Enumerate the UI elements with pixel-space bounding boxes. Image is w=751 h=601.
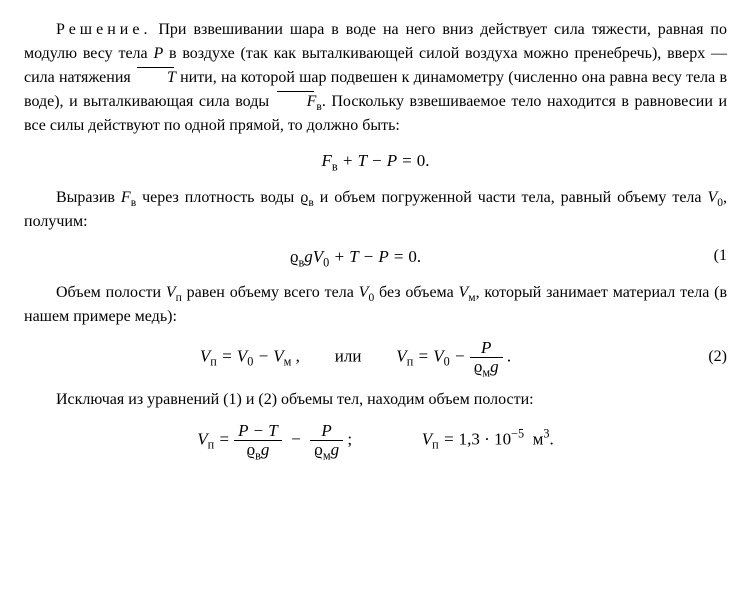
equation-3-number: (2)	[687, 345, 727, 369]
equation-2: ϱвgV0 + T − P = 0. (1	[24, 244, 727, 270]
equation-1: Fв + T − P = 0.	[24, 148, 727, 174]
lead-word: Решение.	[56, 21, 151, 38]
paragraph-4: Исключая из уравнений (1) и (2) объемы т…	[24, 388, 727, 412]
equation-4-body: Vп = P − T ϱвg − P ϱмg ; Vп = 1,3 · 10−5…	[24, 422, 727, 459]
paragraph-3: Объем полости Vп равен объему всего тела…	[24, 281, 727, 329]
eq4-f1-den: ϱвg	[234, 441, 282, 459]
eq4-f2-num: P	[310, 422, 343, 441]
paragraph-2: Выразив Fв через плотность воды ϱв и объ…	[24, 186, 727, 234]
eq4-f1-num: P − T	[234, 422, 282, 441]
equation-1-body: Fв + T − P = 0.	[24, 148, 727, 174]
equation-2-body: ϱвgV0 + T − P = 0.	[24, 244, 687, 270]
eq3-frac-den: ϱмg	[470, 358, 503, 376]
eq4-f2-den: ϱмg	[310, 441, 343, 459]
equation-3-body: Vп = V0 − Vм , или Vп = V0 − P ϱмg .	[24, 339, 687, 376]
eq3-frac-num: P	[470, 339, 503, 358]
word-or: или	[335, 346, 362, 365]
equation-3: Vп = V0 − Vм , или Vп = V0 − P ϱмg . (2)	[24, 339, 727, 376]
paragraph-1: Решение. При взвешивании шара в воде на …	[24, 18, 727, 138]
equation-4: Vп = P − T ϱвg − P ϱмg ; Vп = 1,3 · 10−5…	[24, 422, 727, 459]
equation-2-number: (1	[687, 244, 727, 268]
